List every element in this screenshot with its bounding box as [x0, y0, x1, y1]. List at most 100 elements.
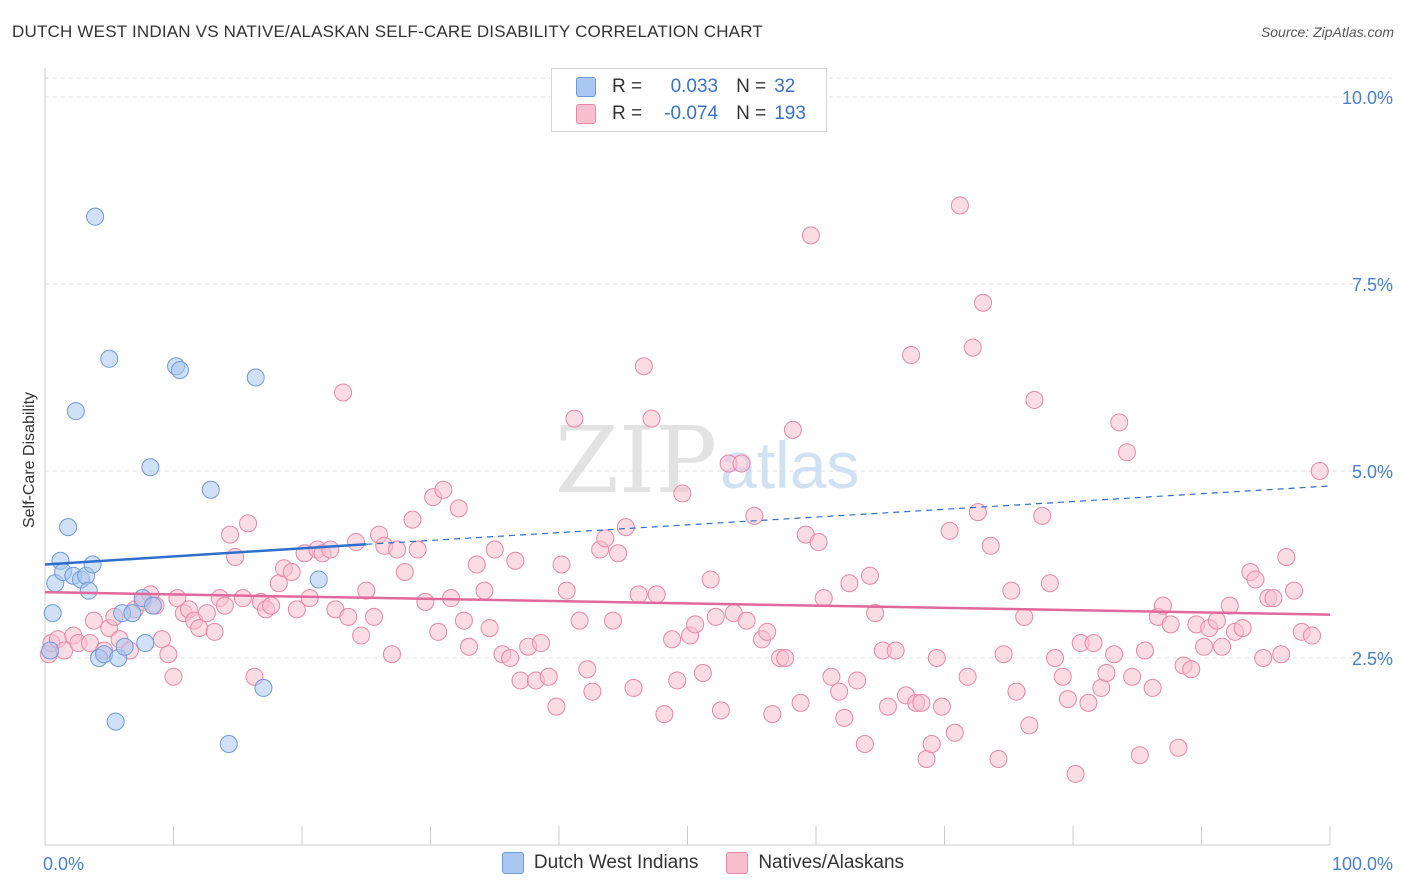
source-label: Source: ZipAtlas.com	[1260, 24, 1394, 40]
y-tick-label: 10.0%	[1342, 88, 1393, 108]
legend-label: Dutch West Indians	[533, 852, 699, 873]
data-point-native-alaskan	[552, 555, 571, 574]
data-point-native-alaskan	[583, 682, 602, 701]
n-value: 32	[774, 76, 796, 97]
data-point-dutch-west-indian	[254, 678, 273, 697]
r-label: R =	[612, 103, 643, 124]
correlation-legend: R = 0.033 N = 32 R = -0.074 N = 193	[551, 68, 827, 132]
data-point-dutch-west-indian	[246, 368, 265, 387]
data-point-native-alaskan	[1277, 548, 1296, 567]
data-point-dutch-west-indian	[123, 604, 142, 623]
data-point-native-alaskan	[1079, 693, 1098, 712]
data-point-native-alaskan	[1169, 738, 1188, 757]
data-point-native-alaskan	[287, 600, 306, 619]
data-point-native-alaskan	[429, 622, 448, 641]
data-point-dutch-west-indian	[100, 349, 119, 368]
y-tick-label: 7.5%	[1352, 275, 1393, 295]
data-point-native-alaskan	[339, 607, 358, 626]
legend-item-natives-alaskans[interactable]: Natives/Alaskans	[726, 852, 904, 874]
data-point-native-alaskan	[352, 626, 371, 645]
data-point-native-alaskan	[460, 637, 479, 656]
data-point-native-alaskan	[262, 596, 281, 615]
data-point-native-alaskan	[848, 671, 867, 690]
data-point-native-alaskan	[647, 585, 666, 604]
data-point-native-alaskan	[1053, 667, 1072, 686]
data-point-native-alaskan	[1040, 574, 1059, 593]
data-point-native-alaskan	[388, 540, 407, 559]
legend-swatch-pink	[576, 104, 596, 124]
data-point-native-alaskan	[159, 645, 178, 664]
data-point-native-alaskan	[1220, 596, 1239, 615]
data-point-dutch-west-indian	[201, 480, 220, 499]
data-point-native-alaskan	[950, 196, 969, 215]
data-point-native-alaskan	[912, 693, 931, 712]
data-point-native-alaskan	[745, 506, 764, 525]
trendline-dutch-west-indians-extension	[366, 485, 1331, 545]
data-point-native-alaskan	[701, 570, 720, 589]
data-point-native-alaskan	[1033, 506, 1052, 525]
data-point-native-alaskan	[776, 649, 795, 667]
legend-row-dutch-west-indians: R = 0.033 N = 32	[576, 76, 795, 98]
data-point-native-alaskan	[989, 749, 1008, 768]
chart-title: DUTCH WEST INDIAN VS NATIVE/ALASKAN SELF…	[12, 22, 763, 41]
data-point-native-alaskan	[855, 735, 874, 754]
data-point-native-alaskan	[902, 346, 921, 365]
legend-row-natives-alaskans: R = -0.074 N = 193	[576, 103, 806, 125]
data-point-native-alaskan	[706, 607, 725, 626]
data-point-native-alaskan	[860, 566, 879, 585]
trendline-dutch-west-indians	[44, 543, 367, 566]
data-point-native-alaskan	[80, 634, 99, 653]
data-point-dutch-west-indian	[136, 634, 155, 653]
data-point-native-alaskan	[1084, 634, 1103, 653]
data-point-native-alaskan	[945, 723, 964, 742]
data-point-native-alaskan	[763, 705, 782, 724]
data-point-native-alaskan	[506, 551, 525, 570]
data-point-native-alaskan	[932, 697, 951, 716]
data-point-native-alaskan	[300, 589, 319, 608]
data-point-native-alaskan	[1285, 581, 1304, 600]
data-point-native-alaskan	[968, 503, 987, 522]
data-point-native-alaskan	[981, 536, 1000, 555]
data-point-native-alaskan	[346, 533, 365, 552]
data-point-native-alaskan	[711, 701, 730, 720]
data-point-native-alaskan	[480, 619, 499, 638]
data-point-native-alaskan	[84, 611, 103, 630]
data-point-native-alaskan	[835, 708, 854, 727]
data-point-native-alaskan	[239, 514, 258, 533]
legend-swatch-blue	[576, 77, 596, 97]
data-point-native-alaskan	[221, 525, 240, 544]
data-point-native-alaskan	[449, 499, 468, 518]
data-point-native-alaskan	[758, 622, 777, 641]
data-point-native-alaskan	[570, 611, 589, 630]
data-point-native-alaskan	[1020, 716, 1039, 735]
data-point-native-alaskan	[1046, 649, 1065, 667]
data-point-native-alaskan	[1310, 462, 1329, 480]
data-point-native-alaskan	[1143, 678, 1162, 697]
y-axis-label: Self-Care Disability	[21, 391, 38, 529]
data-point-native-alaskan	[822, 667, 841, 686]
data-point-native-alaskan	[501, 649, 520, 667]
n-label: N =	[736, 76, 767, 97]
data-point-native-alaskan	[866, 604, 885, 623]
data-point-native-alaskan	[1025, 390, 1044, 409]
data-point-native-alaskan	[1110, 413, 1129, 432]
x-tick-label: 100.0%	[1332, 854, 1393, 874]
data-point-native-alaskan	[1130, 746, 1149, 765]
data-point-native-alaskan	[668, 671, 687, 690]
data-point-native-alaskan	[809, 533, 828, 552]
data-point-native-alaskan	[663, 630, 682, 649]
data-point-native-alaskan	[205, 622, 224, 641]
trendline-natives-alaskans	[44, 590, 1331, 616]
data-point-native-alaskan	[1002, 581, 1021, 600]
legend-item-dutch-west-indians[interactable]: Dutch West Indians	[501, 852, 699, 874]
data-point-native-alaskan	[783, 420, 802, 439]
data-point-native-alaskan	[1195, 637, 1214, 656]
data-point-dutch-west-indian	[115, 637, 134, 656]
data-point-native-alaskan	[539, 667, 558, 686]
data-point-native-alaskan	[673, 484, 692, 503]
data-point-native-alaskan	[1097, 663, 1116, 682]
data-point-dutch-west-indian	[309, 570, 328, 589]
data-point-native-alaskan	[475, 581, 494, 600]
n-value: 193	[774, 103, 806, 124]
